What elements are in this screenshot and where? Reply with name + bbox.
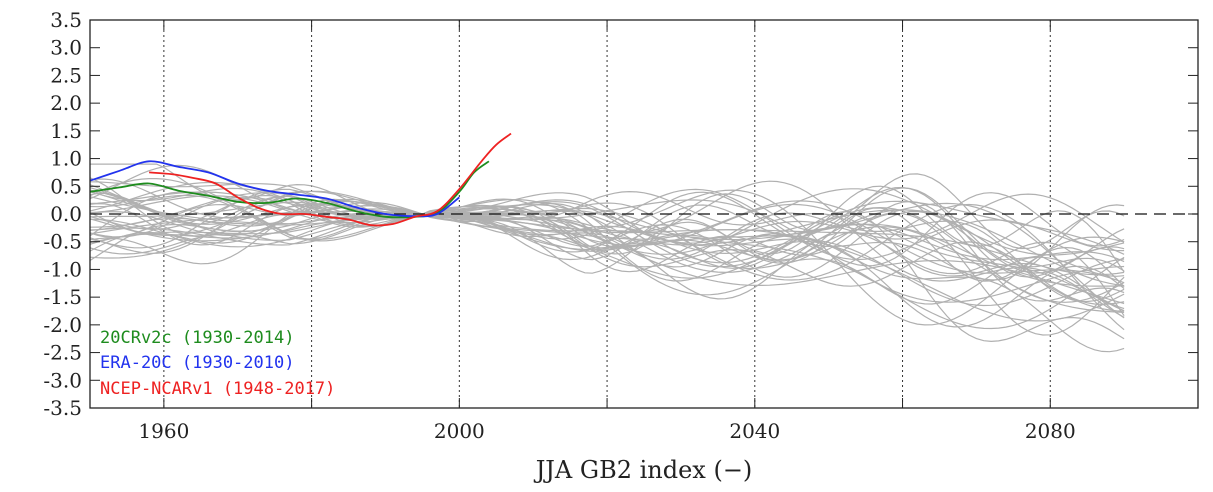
x-tick-label: 2040 — [729, 419, 780, 443]
legend: 20CRv2c (1930-2014) ERA-20C (1930-2010) … — [100, 328, 335, 399]
ensemble-member-line — [89, 181, 1125, 284]
y-tick-label: -0.5 — [43, 230, 82, 254]
ensemble-member-line — [89, 211, 1125, 276]
y-tick-label: 0.0 — [50, 202, 82, 226]
ensemble-member-line — [89, 201, 1125, 287]
series-ncep-ncarv1-line — [149, 132, 512, 227]
ensemble-member-line — [89, 192, 1125, 268]
y-tick-label: -2.5 — [43, 341, 82, 365]
y-tick-label: -3.0 — [43, 368, 82, 392]
ensemble-member-line — [89, 194, 1125, 336]
y-tick-label: -1.0 — [43, 257, 82, 281]
legend-entry-20crv2c: 20CRv2c (1930-2014) — [100, 328, 294, 348]
ensemble-member-line — [89, 199, 1125, 313]
y-tick-label: 3.5 — [50, 8, 82, 32]
ensemble-member-line — [89, 188, 1125, 306]
ensemble-member-line — [89, 181, 1125, 312]
ensemble-member-line — [89, 164, 1125, 278]
tick-layer — [90, 19, 1199, 409]
series-20crv2c-line — [89, 160, 490, 219]
ensemble-member-line — [89, 202, 1125, 288]
y-tick-label: -2.0 — [43, 313, 82, 337]
ensemble-member-line — [89, 191, 1125, 303]
ensemble-series-layer — [89, 163, 1125, 353]
tick-label-layer: 3.5 3.0 2.5 2.0 1.5 1.0 0.5 0.0 -0.5 -1.0 -1.5 -2.0… — [43, 8, 1075, 443]
ensemble-member-line — [89, 190, 1125, 322]
series-era-20c-line — [89, 160, 460, 218]
x-tick-label: 1960 — [138, 419, 189, 443]
ensemble-member-line — [89, 190, 1125, 310]
ensemble-member-line — [89, 201, 1125, 343]
y-tick-label: 2.5 — [50, 63, 82, 87]
ensemble-member-line — [89, 186, 1125, 278]
x-tick-label: 2000 — [434, 419, 485, 443]
ensemble-member-line — [89, 189, 1125, 326]
x-axis-label: JJA GB2 index (−) — [533, 456, 753, 484]
y-tick-label: -1.5 — [43, 285, 82, 309]
ensemble-member-line — [89, 198, 1125, 317]
y-tick-label: 2.0 — [50, 91, 82, 115]
x-tick-label: 2080 — [1025, 419, 1076, 443]
ensemble-member-line — [89, 200, 1125, 328]
y-tick-label: 0.5 — [50, 174, 82, 198]
legend-entry-ncep-ncarv1: NCEP-NCARv1 (1948-2017) — [100, 379, 335, 399]
reanalysis-series-layer — [89, 132, 512, 227]
y-tick-label: -3.5 — [43, 396, 82, 420]
legend-entry-era-20c: ERA-20C (1930-2010) — [100, 353, 294, 373]
ensemble-member-line — [90, 163, 1125, 255]
y-tick-label: 3.0 — [50, 36, 82, 60]
ensemble-member-line — [89, 189, 1125, 303]
ensemble-member-line — [89, 178, 1125, 353]
y-tick-label: 1.5 — [50, 119, 82, 143]
ensemble-member-line — [89, 184, 1125, 287]
y-tick-label: 1.0 — [50, 147, 82, 171]
ensemble-member-line — [89, 190, 1125, 264]
ensemble-member-line — [89, 191, 1125, 281]
